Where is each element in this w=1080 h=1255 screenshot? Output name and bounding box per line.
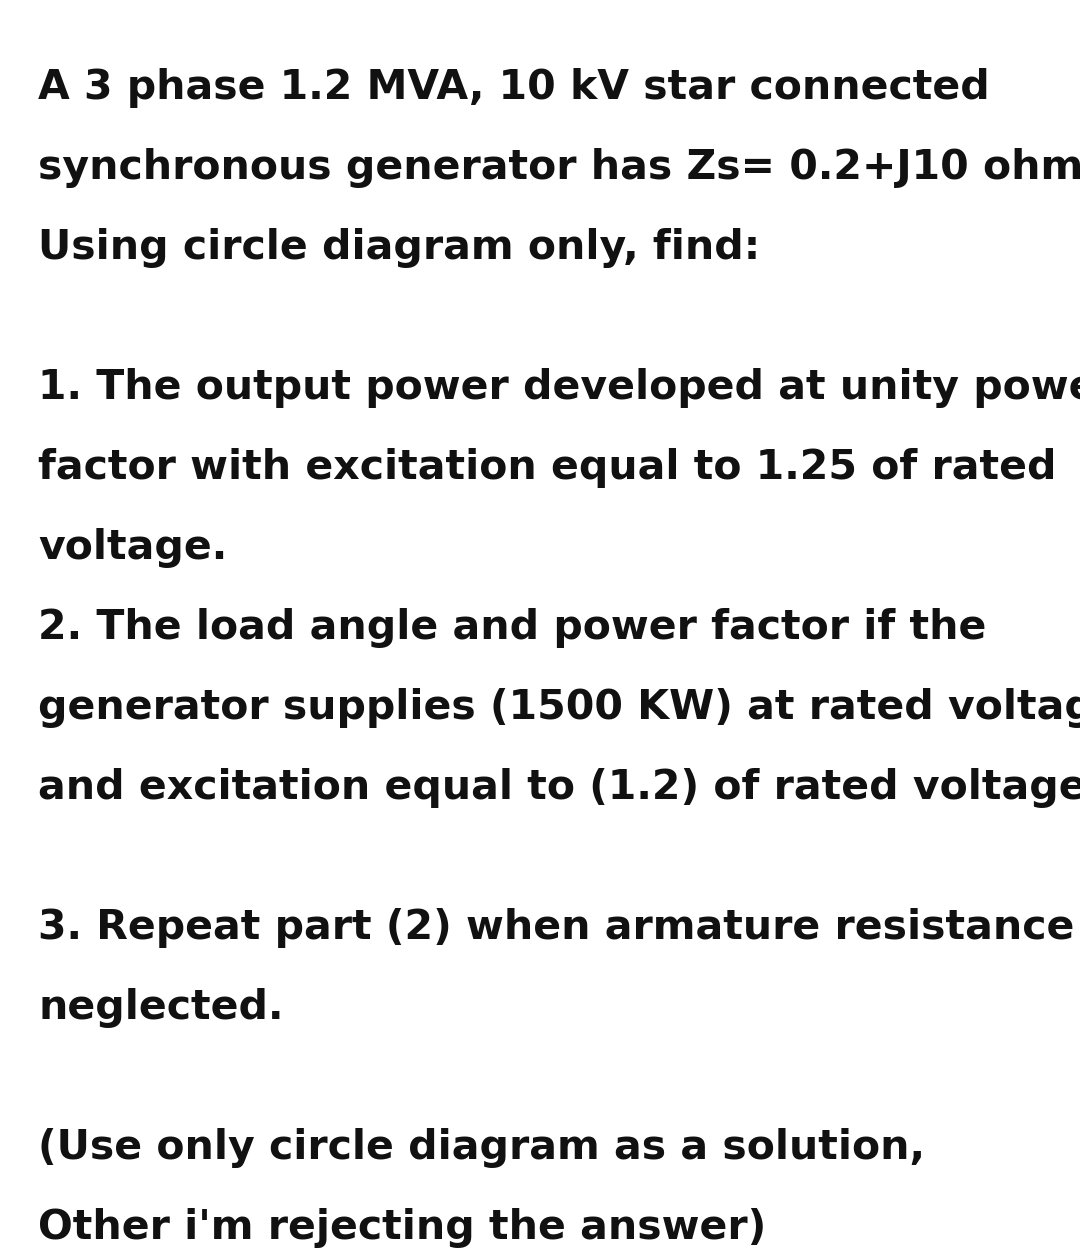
Text: (Use only circle diagram as a solution,: (Use only circle diagram as a solution,	[38, 1128, 924, 1168]
Text: voltage.: voltage.	[38, 528, 227, 569]
Text: generator supplies (1500 KW) at rated voltage: generator supplies (1500 KW) at rated vo…	[38, 688, 1080, 728]
Text: factor with excitation equal to 1.25 of rated: factor with excitation equal to 1.25 of …	[38, 448, 1056, 488]
Text: A 3 phase 1.2 MVA, 10 kV star connected: A 3 phase 1.2 MVA, 10 kV star connected	[38, 68, 989, 108]
Text: and excitation equal to (1.2) of rated voltage.: and excitation equal to (1.2) of rated v…	[38, 768, 1080, 808]
Text: 1. The output power developed at unity power: 1. The output power developed at unity p…	[38, 368, 1080, 408]
Text: synchronous generator has Zs= 0.2+J10 ohm.: synchronous generator has Zs= 0.2+J10 oh…	[38, 148, 1080, 188]
Text: Other i'm rejecting the answer): Other i'm rejecting the answer)	[38, 1209, 766, 1247]
Text: 3. Repeat part (2) when armature resistance is: 3. Repeat part (2) when armature resista…	[38, 909, 1080, 948]
Text: neglected.: neglected.	[38, 988, 283, 1028]
Text: 2. The load angle and power factor if the: 2. The load angle and power factor if th…	[38, 607, 986, 648]
Text: Using circle diagram only, find:: Using circle diagram only, find:	[38, 228, 760, 269]
